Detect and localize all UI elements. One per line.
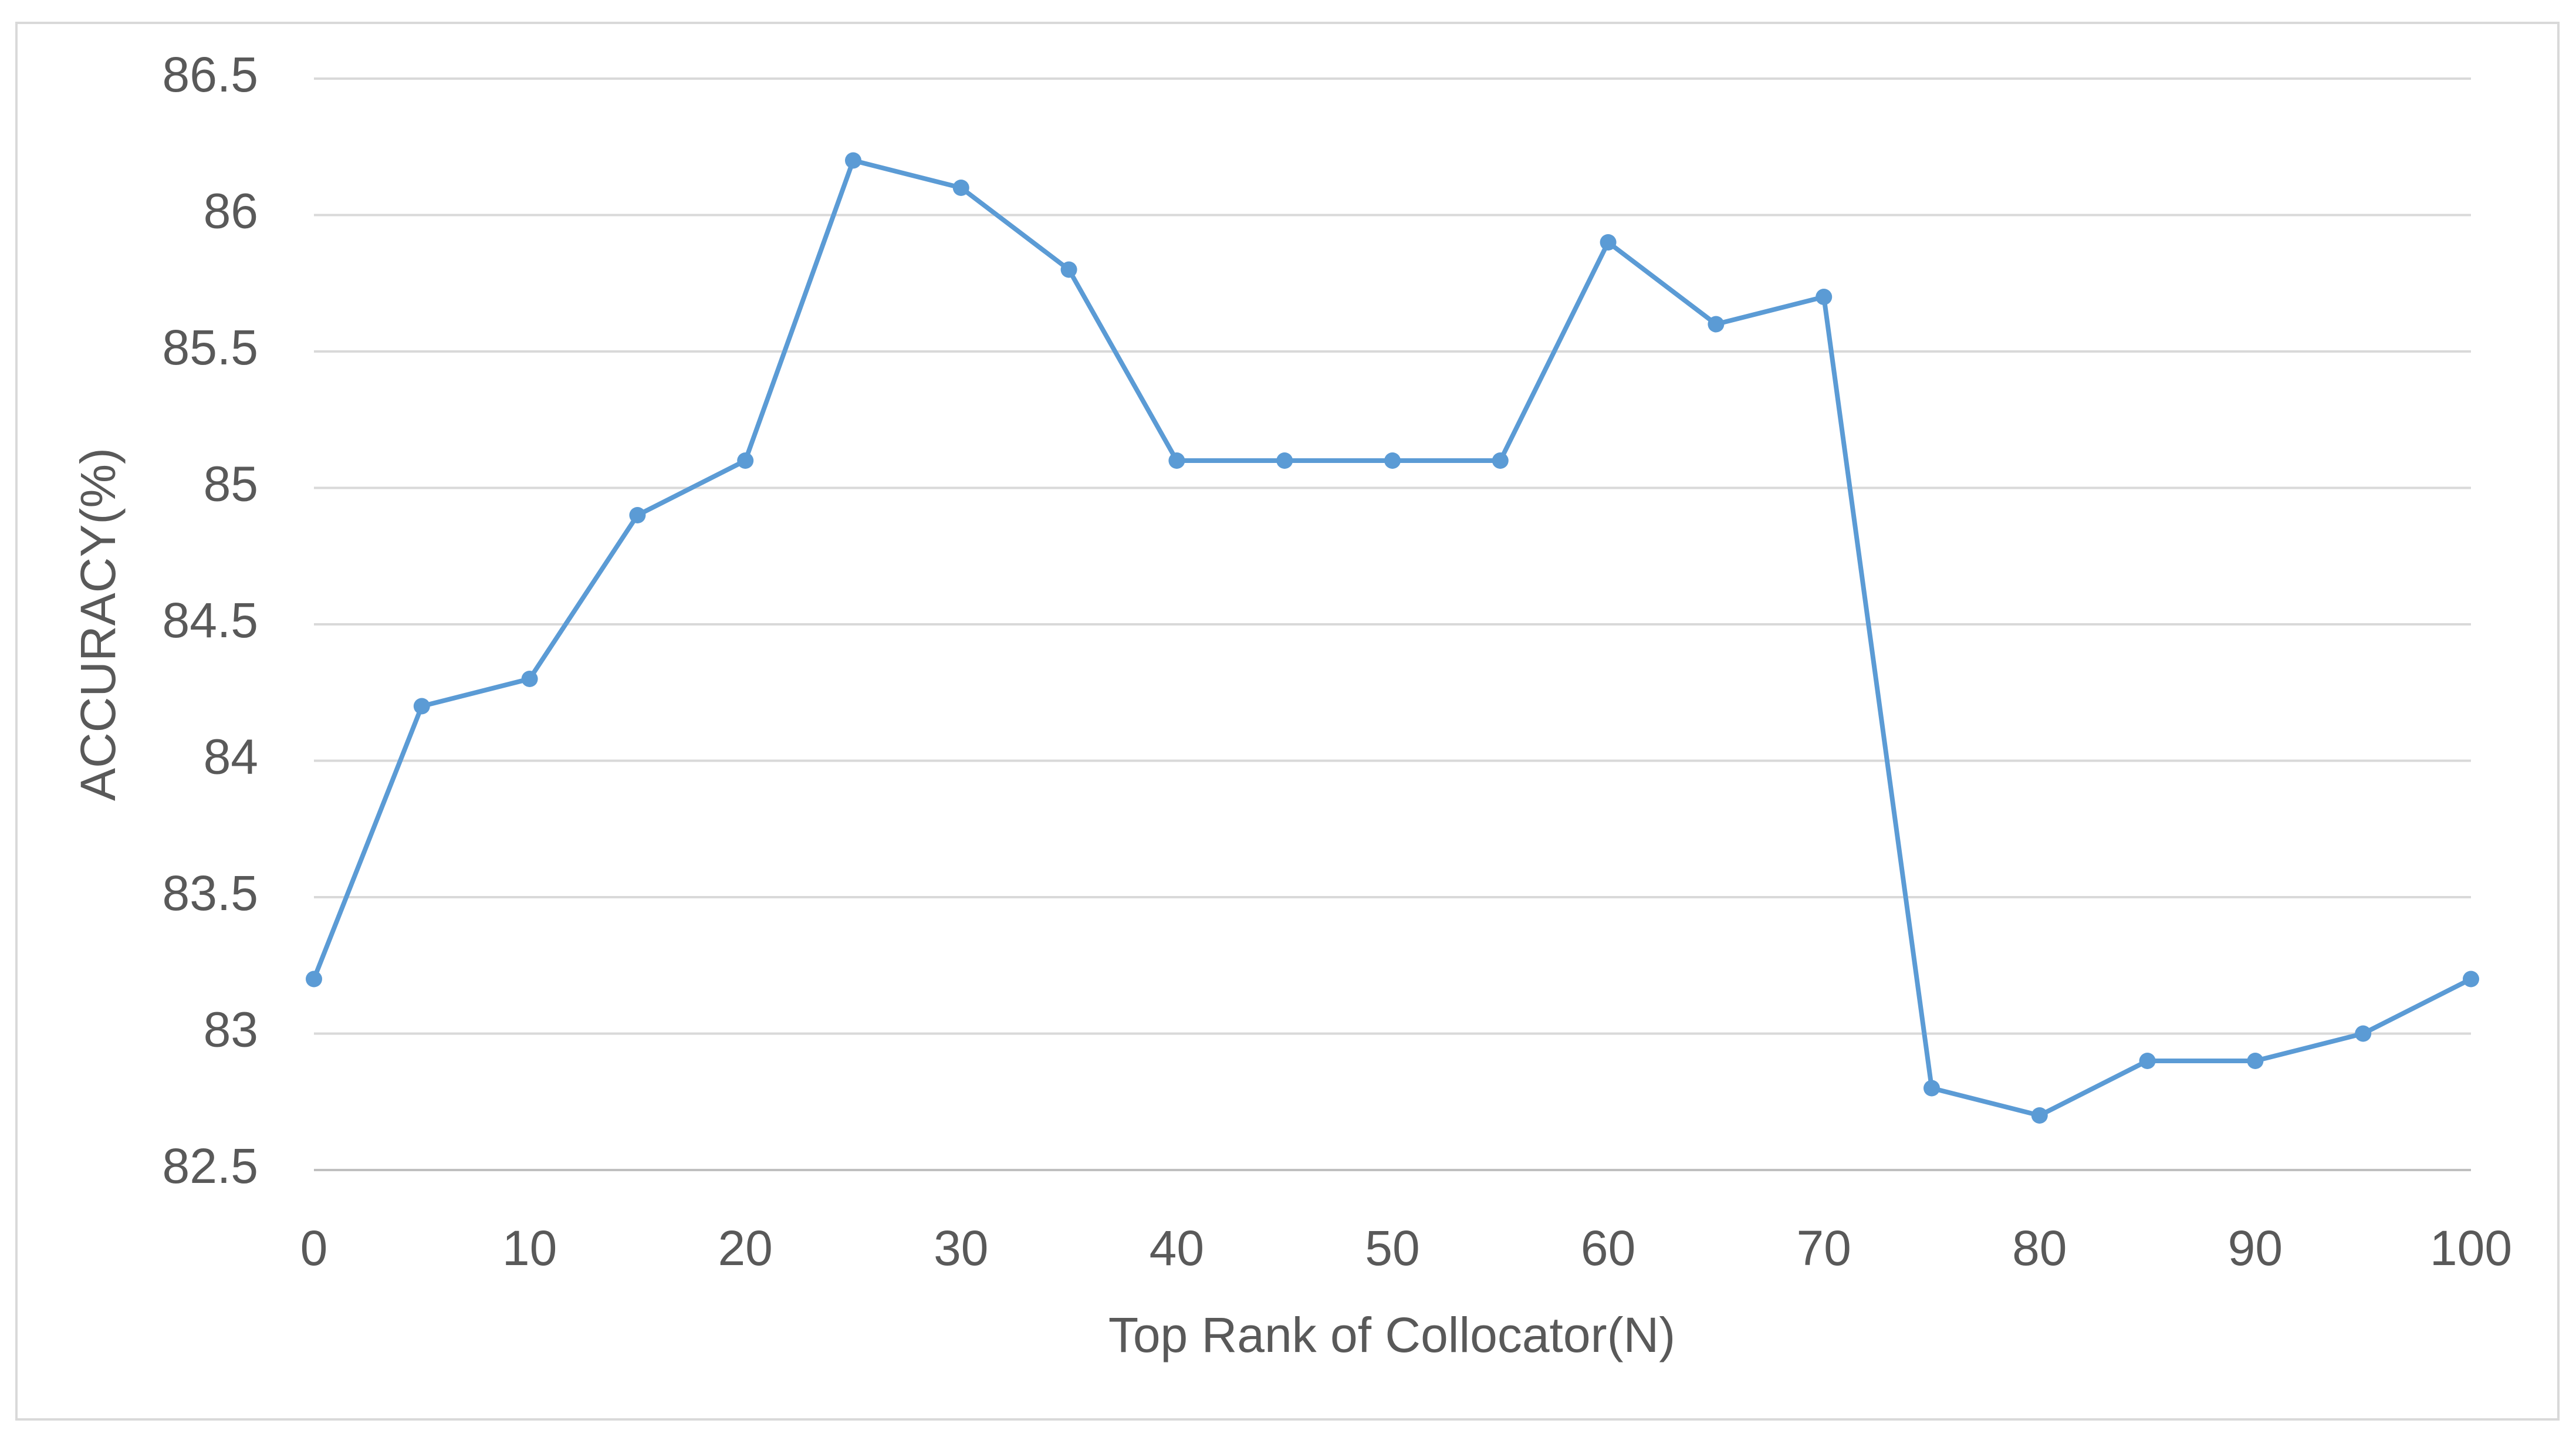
data-point <box>737 452 754 469</box>
x-tick-label: 0 <box>300 1220 328 1276</box>
y-tick-label: 83 <box>204 1002 258 1057</box>
y-tick-label: 83.5 <box>163 865 259 921</box>
x-tick-label: 70 <box>1796 1220 1851 1276</box>
x-tick-label: 40 <box>1150 1220 1204 1276</box>
data-point <box>845 152 861 169</box>
data-point <box>2139 1053 2156 1069</box>
data-point <box>1923 1080 1940 1097</box>
data-point <box>1060 261 1077 278</box>
data-point <box>629 507 646 523</box>
data-point <box>521 671 538 687</box>
data-point <box>2247 1053 2264 1069</box>
y-tick-label: 84.5 <box>163 593 259 648</box>
data-point <box>1168 452 1185 469</box>
data-point <box>952 180 969 196</box>
chart-border <box>15 22 2560 1421</box>
data-point <box>2031 1107 2048 1124</box>
y-tick-label: 82.5 <box>163 1138 259 1193</box>
x-tick-label: 100 <box>2430 1220 2512 1276</box>
y-tick-label: 86 <box>204 184 258 239</box>
x-tick-label: 60 <box>1581 1220 1635 1276</box>
x-axis-label: Top Rank of Collocator(N) <box>1108 1307 1675 1362</box>
data-point <box>2463 971 2479 988</box>
data-point <box>2355 1025 2372 1042</box>
x-tick-label: 50 <box>1365 1220 1419 1276</box>
y-tick-label: 85 <box>204 457 258 512</box>
data-point <box>1816 289 1833 305</box>
x-tick-label: 90 <box>2228 1220 2283 1276</box>
y-tick-label: 86.5 <box>163 47 259 102</box>
data-point <box>1708 316 1725 333</box>
data-point <box>1492 452 1509 469</box>
y-axis-label: ACCURACY(%) <box>70 448 126 801</box>
x-tick-label: 30 <box>934 1220 988 1276</box>
y-tick-label: 84 <box>204 729 258 785</box>
x-tick-label: 80 <box>2012 1220 2067 1276</box>
data-point <box>306 971 322 988</box>
x-tick-label: 10 <box>502 1220 557 1276</box>
data-point <box>1384 452 1401 469</box>
data-point <box>1600 234 1617 251</box>
x-tick-label: 20 <box>718 1220 772 1276</box>
data-point <box>1276 452 1293 469</box>
data-point <box>413 698 430 715</box>
y-tick-label: 85.5 <box>163 320 259 375</box>
